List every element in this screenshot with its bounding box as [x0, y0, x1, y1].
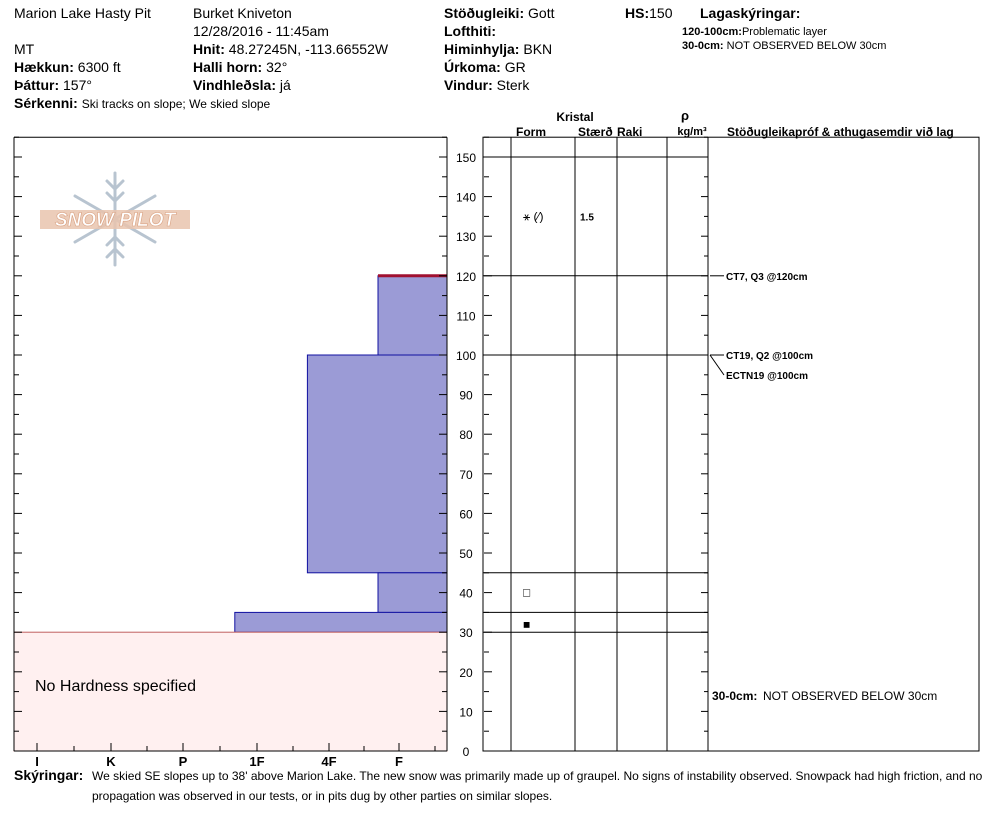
depth-tick-label: 30 — [459, 626, 473, 640]
hardness-layer-3 — [306, 354, 448, 574]
coords-label: Hnit: — [193, 41, 225, 57]
wind-label: Vindur: — [444, 77, 493, 93]
header-rho: ρ — [681, 108, 689, 123]
depth-tick-label: 120 — [456, 270, 476, 284]
pit-name: Marion Lake Hasty Pit — [14, 5, 151, 21]
wind-row: Vindur: Sterk — [444, 77, 529, 93]
wind-loading-label: Vindhleðsla: — [193, 77, 276, 93]
features-row: Sérkenni: Ski tracks on slope; We skied … — [14, 95, 270, 112]
hardness-layer-5 — [234, 611, 448, 633]
layer-notes-title: Lagaskýringar: — [700, 5, 801, 21]
layer-note-2-range: 30-0cm: — [682, 40, 724, 52]
hardness-tick-label: F — [395, 754, 403, 769]
unobserved-region — [13, 631, 448, 752]
sky-row: Himinhylja: BKN — [444, 41, 552, 57]
coords-row: Hnit: 48.27245N, -113.66552W — [193, 41, 388, 57]
stability-row: Stöðugleiki: Gott — [444, 5, 554, 21]
features-value: Ski tracks on slope; We skied slope — [81, 97, 271, 111]
header-moisture: Raki — [617, 125, 642, 139]
hardness-layer-2 — [377, 275, 448, 356]
grain-size-label: 1.5 — [580, 212, 594, 223]
depth-tick-label: 110 — [456, 309, 475, 323]
header-density-unit: kg/m³ — [677, 126, 707, 138]
depth-tick-label: 50 — [459, 547, 473, 561]
elevation-row: Hækkun: 6300 ft — [14, 59, 121, 75]
depth-tick-label: 20 — [459, 666, 473, 680]
logo-text: SNOW PILOT — [55, 210, 177, 231]
hs-row: HS:150 — [625, 5, 672, 21]
air-temp-row: Lofthiti: — [444, 23, 496, 39]
aspect-value: 157° — [63, 77, 92, 93]
depth-tick-label: 70 — [459, 468, 473, 482]
layer-note-2: 30-0cm: NOT OBSERVED BELOW 30cm — [682, 38, 886, 54]
stability-test-pointer — [709, 354, 725, 376]
observation-datetime: 12/28/2016 - 11:45am — [193, 23, 329, 39]
slope-label: Halli horn: — [193, 59, 263, 75]
slope-value: 32° — [266, 59, 288, 75]
hardness-tick-label: 4F — [321, 754, 336, 769]
aspect-label: Þáttur: — [14, 77, 60, 93]
hs-value: 150 — [649, 5, 673, 21]
depth-tick-label: 150 — [456, 151, 476, 165]
hs-label: HS: — [625, 5, 650, 21]
header-size: Stærð — [578, 125, 613, 139]
depth-tick-label: 10 — [459, 705, 473, 719]
depth-tick-label: 80 — [459, 428, 473, 442]
depth-tick-label: 130 — [456, 230, 476, 244]
header-tests: Stöðugleikapróf & athugasemdir við lag — [727, 125, 954, 139]
depth-tick-label: 90 — [459, 389, 473, 403]
no-hardness-label: No Hardness specified — [35, 678, 196, 695]
depth-tick-label: 40 — [459, 587, 473, 601]
wind-value: Sterk — [496, 77, 530, 93]
wind-loading-value: já — [279, 77, 291, 93]
elevation-value: 6300 ft — [77, 59, 121, 75]
air-temp-label: Lofthiti: — [444, 23, 497, 39]
stability-test-label: ECTN19 @100cm — [726, 371, 808, 382]
layer-note-1-range: 120-100cm: — [682, 26, 742, 38]
stability-test-label: CT19, Q2 @100cm — [726, 351, 813, 362]
footer-line-2: propagation was observed in our tests, o… — [92, 789, 553, 803]
aspect-row: Þáttur: 157° — [14, 77, 92, 93]
grain-form-mark: ■ — [523, 617, 530, 631]
precip-row: Úrkoma: GR — [444, 59, 526, 75]
sky-label: Himinhylja: — [444, 41, 520, 57]
hardness-tick-label: P — [179, 754, 188, 769]
stability-value: Gott — [528, 5, 555, 21]
grain-form-mark: □ — [523, 586, 530, 600]
features-label: Sérkenni: — [14, 95, 78, 111]
depth-tick-label: 0 — [463, 745, 470, 759]
header-crystal: Kristal — [556, 110, 593, 124]
footer-line-1: We skied SE slopes up to 38' above Mario… — [92, 769, 983, 783]
coords-value: 48.27245N, -113.66552W — [228, 41, 389, 57]
wind-loading-row: Vindhleðsla: já — [193, 77, 291, 93]
bottom-note-range: 30-0cm: — [712, 689, 757, 703]
layer-note-1-text: Problematic layer — [741, 26, 827, 38]
elevation-label: Hækkun: — [14, 59, 74, 75]
hardness-layer-4 — [377, 572, 448, 613]
precip-label: Úrkoma: — [444, 59, 501, 75]
region: MT — [14, 41, 35, 57]
snow-profile-chart: No Hardness specified I K P 1F 4F F 0 10 20 30 40… — [13, 108, 980, 769]
table-border — [482, 136, 980, 752]
stability-label: Stöðugleiki: — [444, 5, 525, 21]
stability-test-label: CT7, Q3 @120cm — [726, 272, 808, 283]
hardness-tick-label: I — [35, 754, 39, 769]
observer-name: Burket Kniveton — [193, 5, 292, 21]
sky-value: BKN — [523, 41, 553, 57]
bottom-note-text: NOT OBSERVED BELOW 30cm — [763, 689, 937, 703]
snowpilot-logo: SNOW PILOT — [40, 171, 190, 267]
layer-note-2-text: NOT OBSERVED BELOW 30cm — [726, 40, 887, 52]
slope-row: Halli horn: 32° — [193, 59, 287, 75]
depth-tick-label: 60 — [459, 507, 473, 521]
layer-note-1: 120-100cm:Problematic layer — [682, 24, 827, 40]
footer-label: Skýringar: — [14, 767, 84, 783]
header-form: Form — [516, 125, 546, 139]
depth-tick-label: 100 — [456, 349, 476, 363]
hardness-tick-label: K — [106, 754, 116, 769]
hardness-tick-label: 1F — [249, 754, 264, 769]
grain-form-mark: ⚹ (⁄) — [523, 209, 544, 223]
precip-value: GR — [504, 59, 526, 75]
depth-tick-label: 140 — [456, 191, 476, 205]
